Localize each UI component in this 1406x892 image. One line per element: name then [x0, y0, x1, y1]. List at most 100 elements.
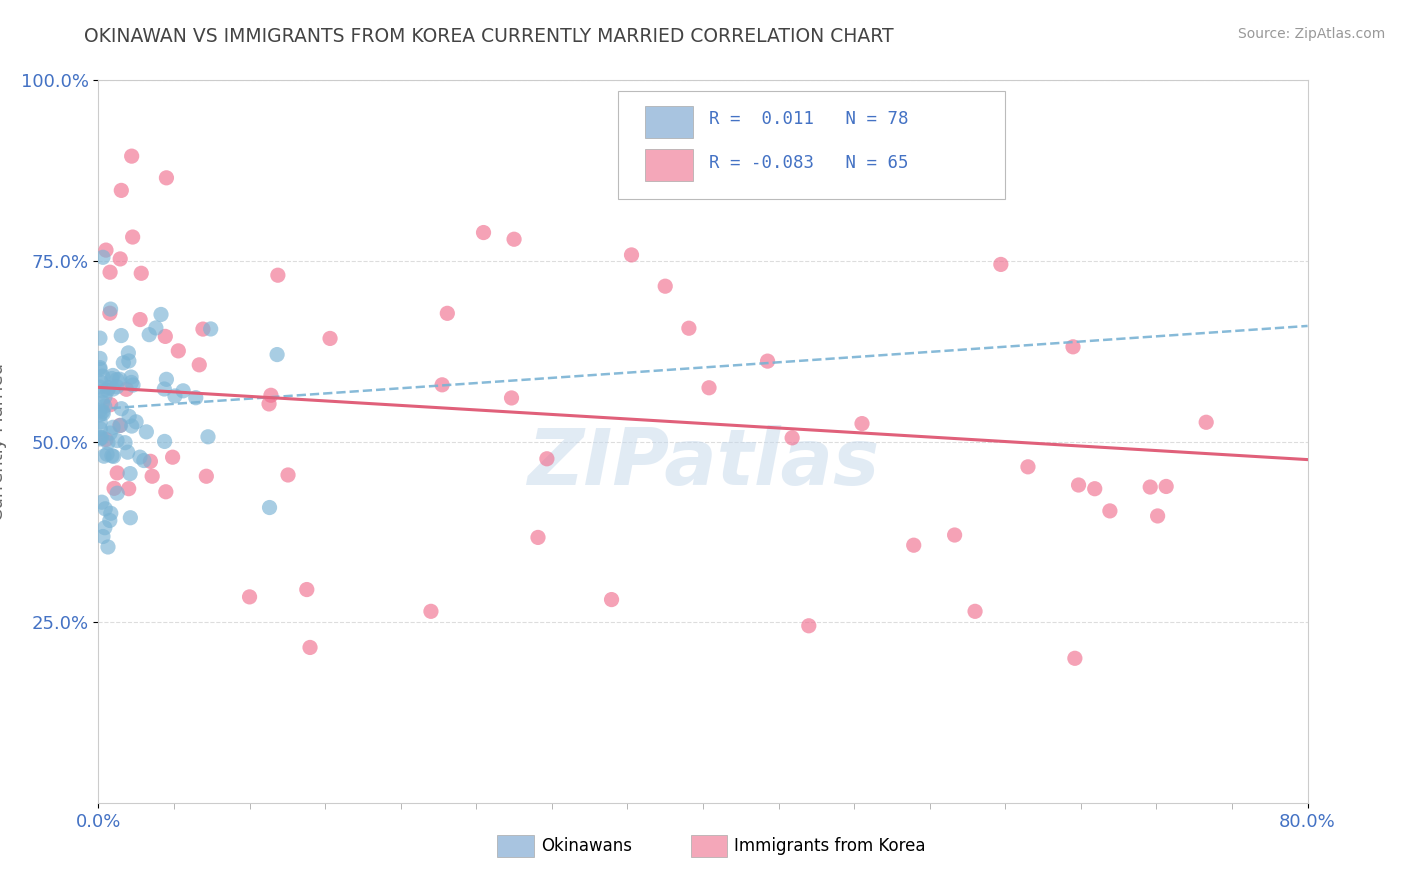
Point: [89, 408, 111, 422]
Point: [153, 382, 176, 396]
Point: [600, 592, 623, 607]
Point: [155, 329, 177, 343]
Point: [1063, 651, 1085, 665]
Point: [122, 378, 145, 392]
Point: [93, 399, 115, 413]
Point: [89, 403, 111, 417]
Point: [110, 183, 132, 197]
Point: [120, 376, 142, 390]
Point: [110, 401, 132, 416]
Point: [108, 372, 131, 386]
Point: [135, 425, 157, 439]
Point: [105, 434, 128, 448]
Point: [1084, 482, 1107, 496]
FancyBboxPatch shape: [645, 105, 693, 138]
Point: [430, 377, 453, 392]
Text: R = -0.083   N = 65: R = -0.083 N = 65: [709, 154, 908, 172]
Point: [91, 384, 114, 398]
Point: [195, 469, 218, 483]
Text: Okinawans: Okinawans: [541, 838, 631, 855]
Point: [89, 380, 111, 394]
Point: [153, 434, 176, 449]
Point: [110, 328, 132, 343]
Point: [697, 381, 720, 395]
Point: [97, 435, 120, 450]
Point: [121, 419, 143, 434]
Point: [101, 420, 124, 434]
Point: [94, 501, 117, 516]
Point: [90, 495, 112, 509]
Point: [108, 252, 131, 266]
Point: [141, 469, 163, 483]
Point: [1195, 415, 1218, 429]
Point: [990, 257, 1012, 271]
Point: [267, 268, 290, 283]
Point: [110, 418, 132, 433]
Point: [105, 380, 128, 394]
Point: [98, 426, 121, 441]
Point: [117, 445, 139, 459]
Point: [94, 390, 117, 404]
Point: [132, 453, 155, 467]
Point: [155, 372, 177, 386]
Point: [420, 604, 443, 618]
Point: [90, 431, 112, 445]
Point: [103, 481, 125, 495]
Point: [125, 415, 148, 429]
Point: [120, 467, 142, 481]
Point: [756, 354, 779, 368]
Point: [117, 346, 139, 360]
Point: [1098, 504, 1121, 518]
Point: [89, 362, 111, 376]
Point: [191, 322, 214, 336]
Point: [797, 619, 820, 633]
Point: [105, 373, 128, 387]
Point: [472, 226, 495, 240]
Point: [89, 432, 111, 446]
Point: [299, 640, 322, 655]
Point: [139, 454, 162, 468]
Point: [93, 449, 115, 463]
Point: [163, 389, 186, 403]
Point: [89, 415, 111, 429]
Point: [91, 407, 114, 421]
Point: [121, 149, 143, 163]
Point: [277, 467, 299, 482]
Point: [943, 528, 966, 542]
Point: [118, 409, 141, 424]
Point: [89, 331, 111, 345]
Point: [108, 418, 131, 433]
Point: [138, 327, 160, 342]
Point: [112, 356, 135, 370]
Point: [200, 322, 222, 336]
Point: [97, 540, 120, 554]
Point: [91, 404, 114, 418]
Point: [105, 466, 128, 480]
Point: [172, 384, 194, 398]
Point: [150, 308, 173, 322]
Point: [114, 435, 136, 450]
Point: [89, 430, 111, 444]
Point: [91, 369, 114, 384]
Point: [120, 510, 142, 524]
FancyBboxPatch shape: [690, 835, 727, 857]
Point: [188, 358, 211, 372]
Point: [118, 482, 141, 496]
Point: [100, 302, 122, 317]
Point: [620, 248, 643, 262]
Point: [259, 500, 281, 515]
Point: [1146, 508, 1168, 523]
FancyBboxPatch shape: [619, 91, 1005, 200]
Point: [436, 306, 458, 320]
Point: [1139, 480, 1161, 494]
Text: Source: ZipAtlas.com: Source: ZipAtlas.com: [1237, 27, 1385, 41]
Point: [654, 279, 676, 293]
Point: [1017, 459, 1039, 474]
Point: [89, 360, 111, 375]
Point: [503, 232, 526, 246]
Point: [98, 513, 121, 527]
Point: [678, 321, 700, 335]
Point: [115, 382, 138, 396]
Point: [903, 538, 925, 552]
Point: [103, 450, 125, 464]
